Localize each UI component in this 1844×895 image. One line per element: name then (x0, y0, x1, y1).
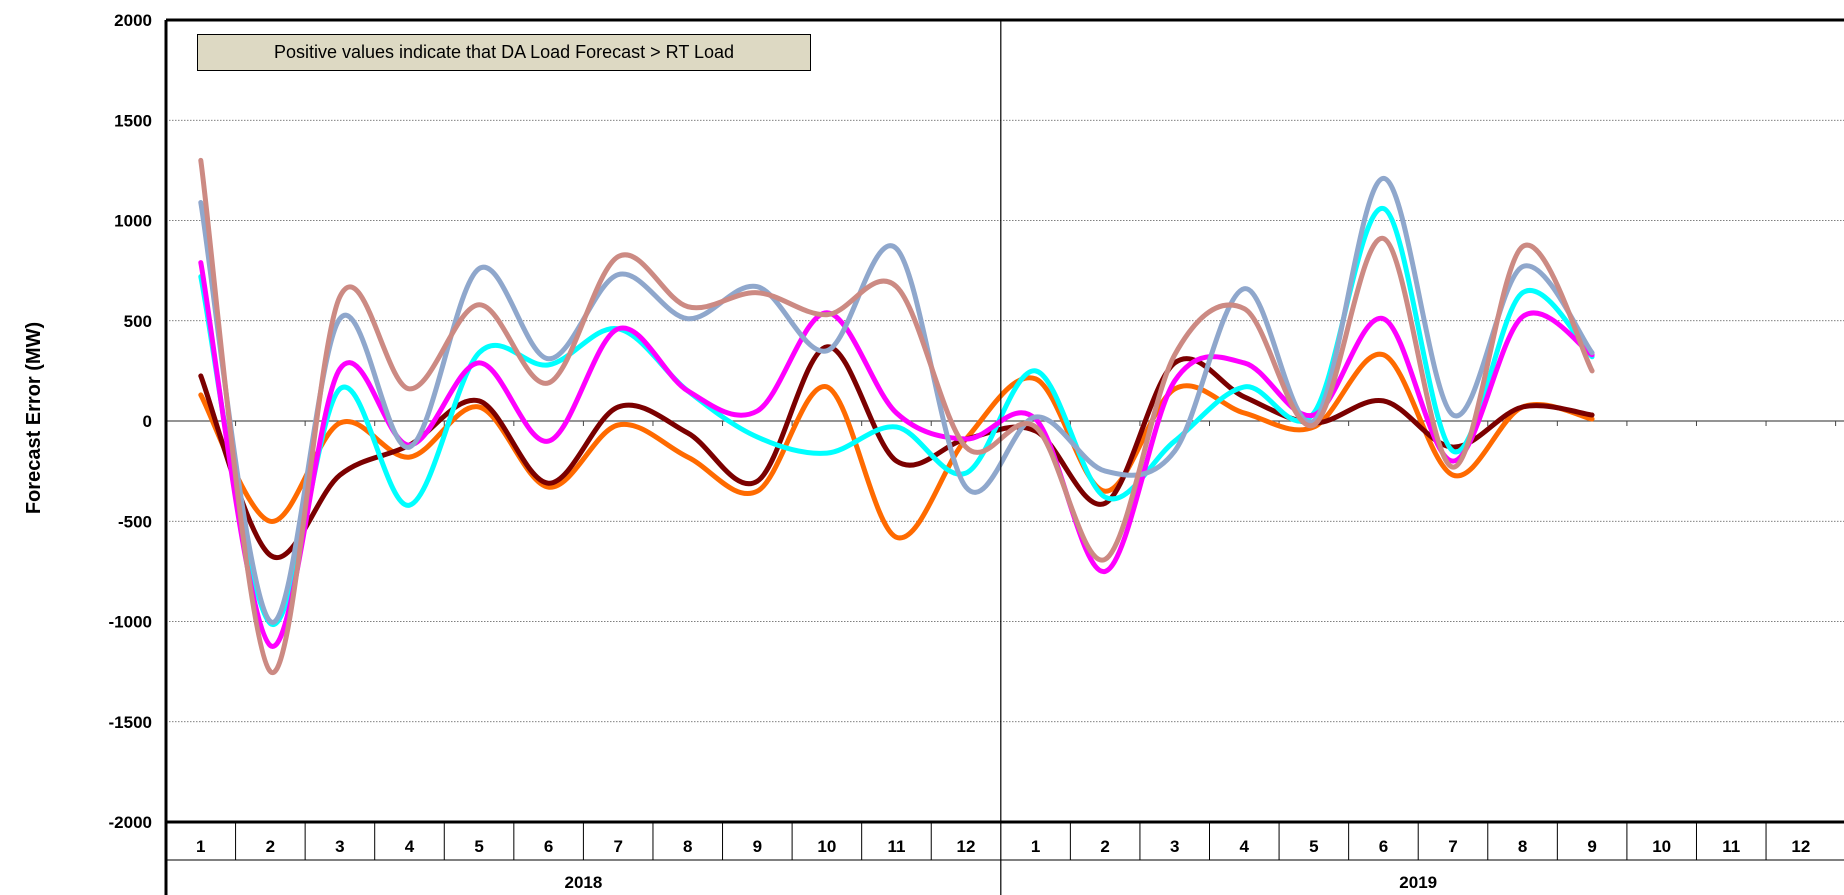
y-tick-label: 1000 (114, 212, 152, 231)
year-label: 2019 (1399, 873, 1437, 892)
x-tick-label: 8 (1518, 837, 1527, 856)
series-line (198, 344, 1595, 561)
annotation-text: Positive values indicate that DA Load Fo… (273, 42, 735, 62)
x-tick-label: 12 (1791, 837, 1810, 856)
x-tick-label: 6 (1379, 837, 1388, 856)
x-tick-label: 6 (544, 837, 553, 856)
y-tick-label: 1500 (114, 111, 152, 130)
series-line (198, 351, 1595, 541)
x-tick-label: 3 (1170, 837, 1179, 856)
y-tick-label: 0 (143, 412, 152, 431)
x-tick-label: 7 (613, 837, 622, 856)
y-tick-label: -2000 (109, 813, 152, 832)
series-lines (198, 157, 1595, 675)
x-tick-label: 2 (1100, 837, 1109, 856)
x-tick-label: 10 (1652, 837, 1671, 856)
y-tick-label: -500 (118, 512, 152, 531)
x-tick-label: 5 (474, 837, 483, 856)
x-tick-label: 7 (1448, 837, 1457, 856)
x-tick-label: 2 (266, 837, 275, 856)
axes (164, 18, 1844, 895)
series-line (198, 260, 1595, 649)
series-line (198, 206, 1595, 627)
x-tick-label: 10 (817, 837, 836, 856)
series-line (198, 175, 1595, 625)
x-tick-label: 1 (1031, 837, 1040, 856)
x-tick-label: 8 (683, 837, 692, 856)
x-tick-label: 4 (1240, 837, 1250, 856)
y-axis-title: Forecast Error (MW) (23, 322, 45, 514)
y-tick-label: -1000 (109, 613, 152, 632)
year-label: 2018 (564, 873, 602, 892)
x-tick-label: 3 (335, 837, 344, 856)
annotation-box: Positive values indicate that DA Load Fo… (197, 34, 811, 71)
x-tick-label: 9 (1587, 837, 1596, 856)
x-tick-label: 1 (196, 837, 205, 856)
x-tick-label: 11 (887, 837, 905, 856)
y-tick-label: 500 (124, 312, 152, 331)
y-tick-label: 2000 (114, 11, 152, 30)
x-tick-label: 9 (753, 837, 762, 856)
series-line (198, 157, 1595, 675)
x-tick-label: 5 (1309, 837, 1318, 856)
x-tick-label: 4 (405, 837, 415, 856)
x-tick-label: 12 (957, 837, 976, 856)
x-tick-label: 11 (1722, 837, 1740, 856)
y-tick-label: -1500 (109, 713, 152, 732)
